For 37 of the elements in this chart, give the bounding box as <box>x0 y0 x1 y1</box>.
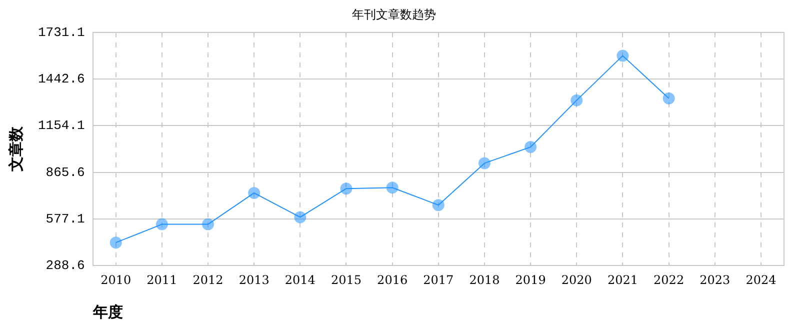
point <box>156 218 168 230</box>
y-tick-label: 1154.1 <box>38 118 85 134</box>
point <box>110 236 122 249</box>
point <box>386 182 398 194</box>
x-tick-label: 2022 <box>654 272 684 287</box>
y-tick-label: 577.1 <box>46 211 85 226</box>
x-tick-label: 2010 <box>100 272 132 287</box>
point <box>478 157 490 170</box>
x-tick-label: 2020 <box>561 272 592 287</box>
x-tick-label: 2021 <box>607 272 638 287</box>
x-tick-label: 2013 <box>238 272 270 287</box>
y-tick-label: 288.6 <box>46 258 85 274</box>
y-tick-label: 865.6 <box>46 164 85 180</box>
x-tick-label: 2015 <box>330 272 362 287</box>
point <box>202 218 214 230</box>
x-tick-label: 2024 <box>746 272 777 287</box>
point <box>294 211 306 224</box>
point <box>248 186 260 199</box>
x-tick-label: 2018 <box>469 272 500 287</box>
y-tick-label: 1731.1 <box>38 24 85 40</box>
x-axis-title: 年度 <box>92 302 123 321</box>
point <box>524 141 537 154</box>
x-tick-label: 2016 <box>377 272 408 287</box>
x-tick-label: 2014 <box>284 272 316 287</box>
x-tick-label: 2012 <box>192 272 224 287</box>
chart-title: 年刊文章数趋势 <box>352 7 436 22</box>
point <box>432 199 444 212</box>
x-tick-label: 2017 <box>423 272 454 287</box>
x-tick-label: 2011 <box>146 272 178 287</box>
y-tick-label: 1442.6 <box>38 71 85 86</box>
point <box>616 50 629 62</box>
x-tick-label: 2023 <box>700 272 730 287</box>
y-axis-title: 文章数 <box>6 126 25 172</box>
x-tick-label: 2019 <box>515 272 546 287</box>
point <box>662 92 675 104</box>
point <box>570 94 583 106</box>
point <box>340 182 352 195</box>
